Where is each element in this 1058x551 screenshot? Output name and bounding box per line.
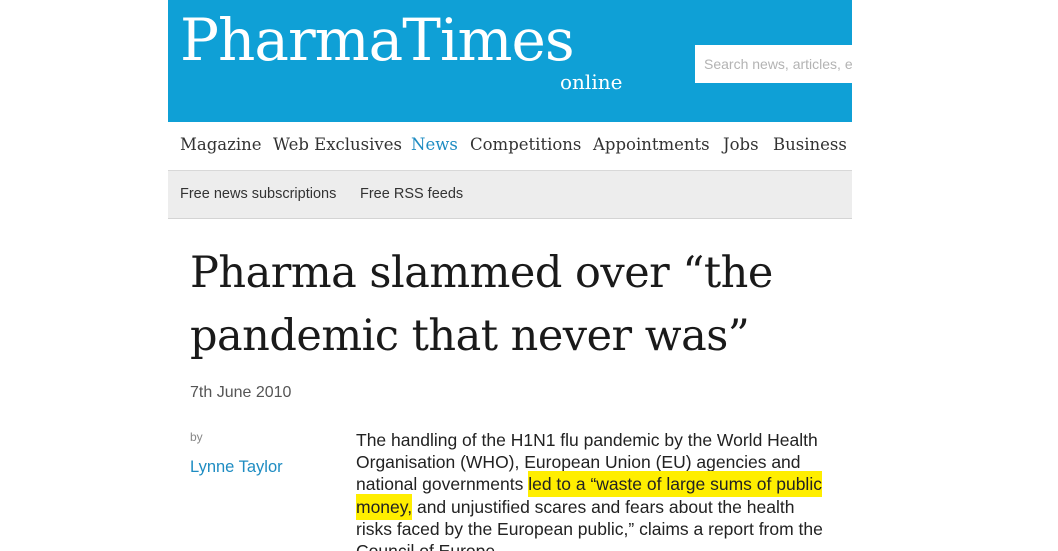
search-input[interactable] <box>695 45 852 83</box>
article-body: The handling of the H1N1 flu pandemic by… <box>356 429 834 551</box>
nav-item-competitions[interactable]: Competitions <box>470 135 582 154</box>
nav-item-magazine[interactable]: Magazine <box>180 135 262 154</box>
nav-item-news[interactable]: News <box>411 135 458 154</box>
body-text-end: and unjustified scares and fears about t… <box>356 496 823 551</box>
nav-item-web-exclusives[interactable]: Web Exclusives <box>273 135 402 154</box>
body-text-start: The handling of the H1N1 flu pandemic by… <box>356 430 818 495</box>
site-logo[interactable]: PharmaTimes <box>180 6 575 74</box>
article-title: Pharma slammed over “the pandemic that n… <box>190 248 773 361</box>
main-nav: Magazine Web Exclusives News Competition… <box>168 122 852 171</box>
page: PharmaTimes online Magazine Web Exclusiv… <box>168 0 852 551</box>
author-link[interactable]: Lynne Taylor <box>190 458 283 476</box>
nav-item-business[interactable]: Business I <box>773 135 852 154</box>
site-logo-subtitle: online <box>560 70 623 94</box>
sub-nav: Free news subscriptions Free RSS feeds <box>168 171 852 219</box>
byline-label: by <box>190 430 203 444</box>
nav-item-jobs[interactable]: Jobs <box>723 135 759 154</box>
article-date: 7th June 2010 <box>190 384 292 401</box>
subnav-free-rss-feeds[interactable]: Free RSS feeds <box>360 186 464 202</box>
nav-item-appointments[interactable]: Appointments <box>593 135 710 154</box>
site-header: PharmaTimes online <box>168 0 852 122</box>
subnav-free-news-subscriptions[interactable]: Free news subscriptions <box>180 186 337 202</box>
